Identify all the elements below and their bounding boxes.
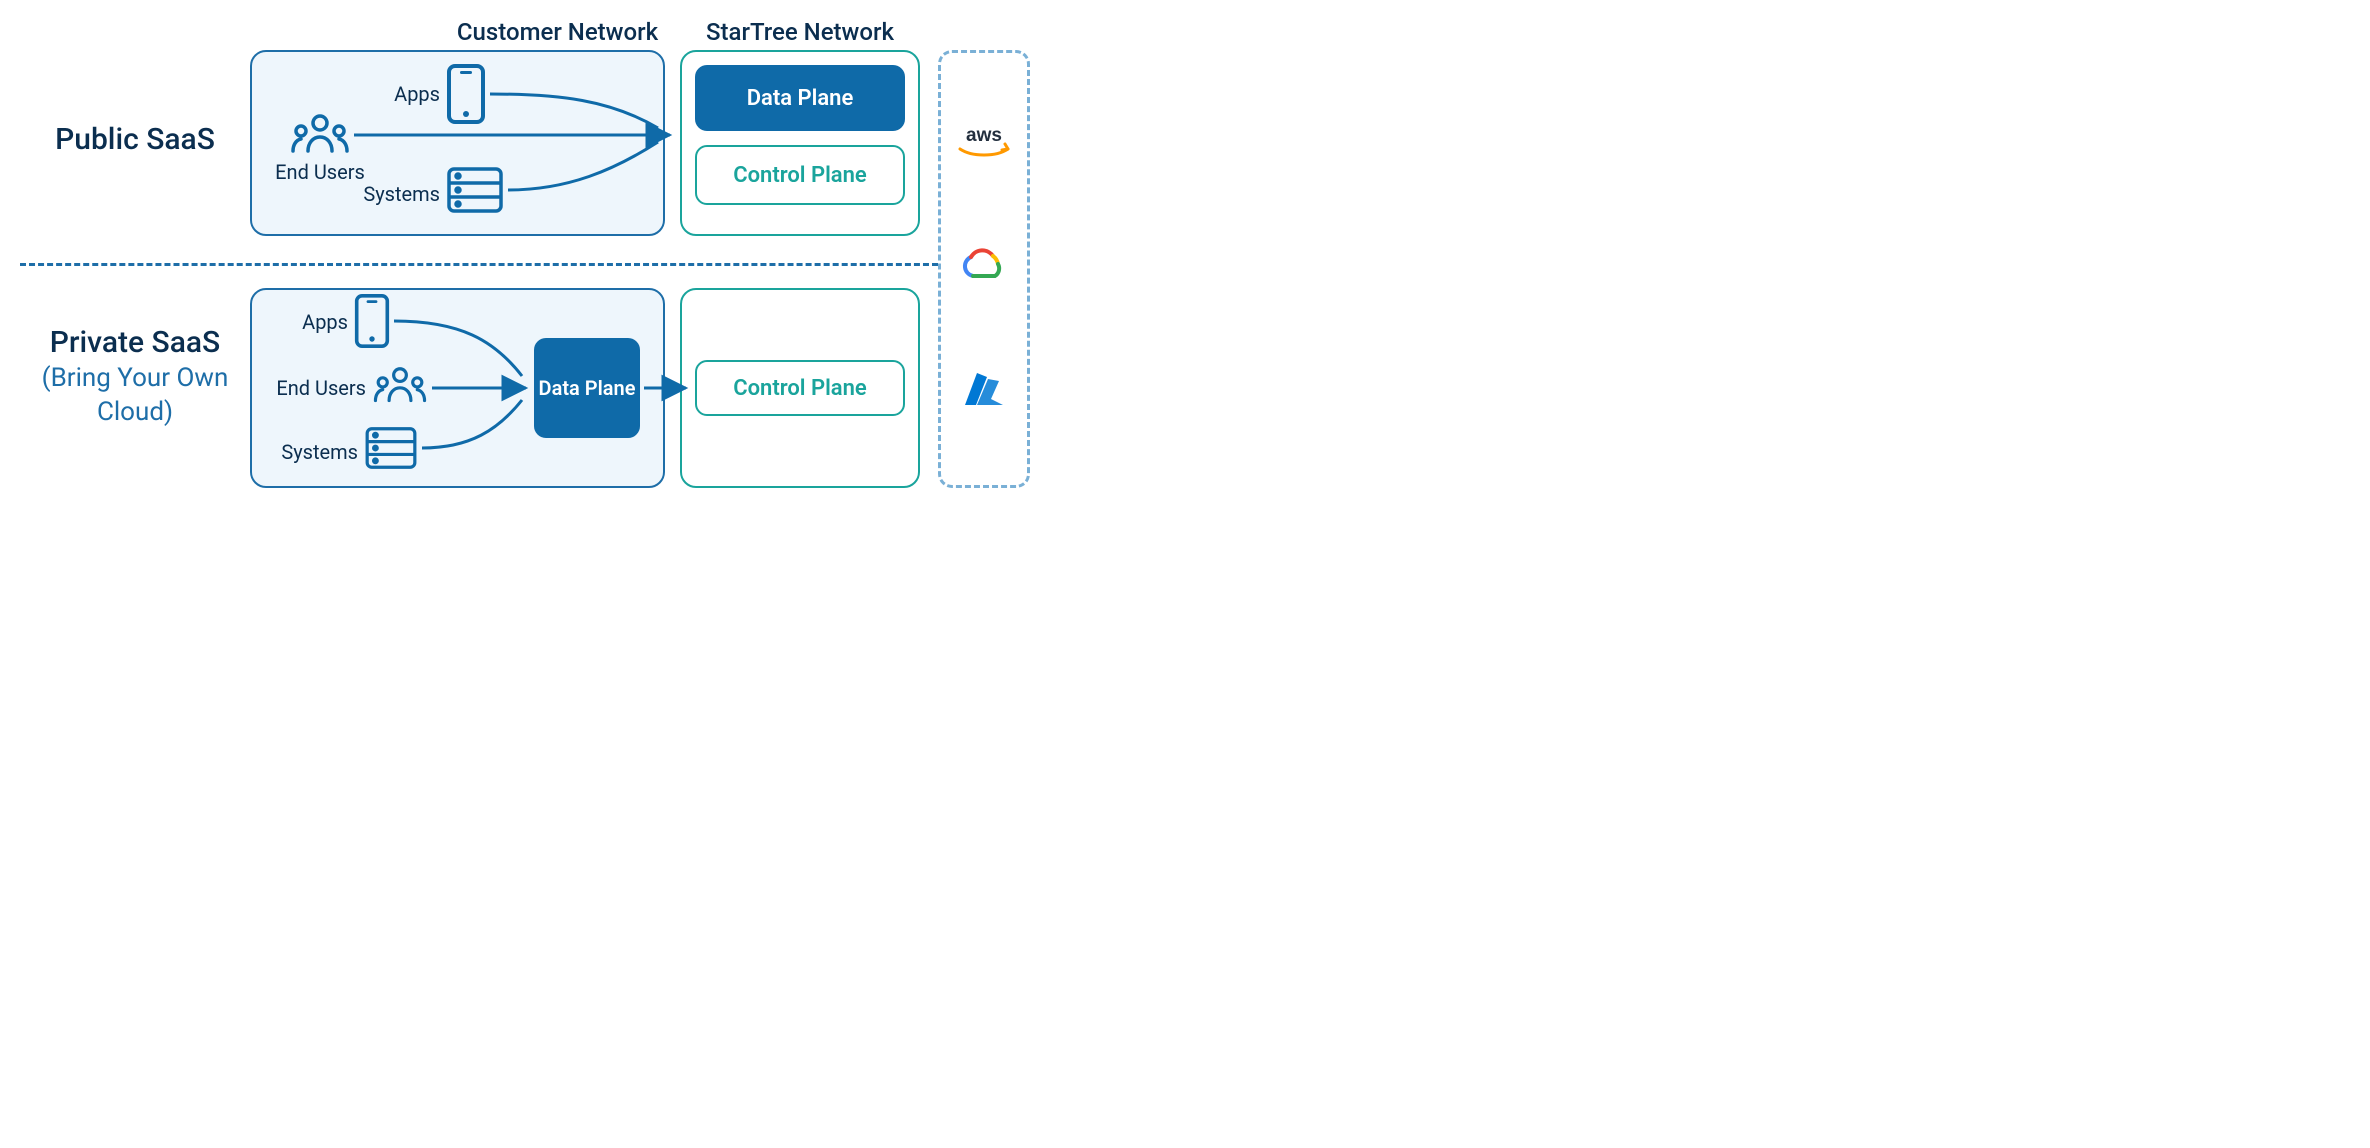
cloud-providers-column: aws [938,50,1030,488]
data-plane-label: Data Plane [747,86,854,111]
phone-icon [354,294,390,348]
server-icon [364,426,418,470]
row-label-public: Public SaaS [30,120,240,159]
data-plane-label-private: Data Plane [539,376,636,400]
apps-label-private: Apps [288,310,348,334]
row-label-private: Private SaaS (Bring Your Own Cloud) [20,323,250,430]
row-title-private: Private SaaS [50,325,220,360]
control-plane-label-private: Control Plane [733,376,867,401]
row-title-public: Public SaaS [55,122,215,157]
control-plane-public: Control Plane [695,145,905,205]
row-divider [20,263,938,266]
aws-icon: aws [952,123,1016,167]
row-subtitle-private: (Bring Your Own Cloud) [20,362,250,430]
data-plane-public: Data Plane [695,65,905,131]
end-users-label-public: End Users [270,160,370,184]
gcp-icon [959,246,1009,290]
diagram-canvas: Customer Network StarTree Network Public… [0,0,1580,765]
azure-icon [961,369,1007,415]
end-users-icon [372,366,428,406]
phone-icon [446,64,486,124]
header-startree: StarTree Network [680,18,920,46]
control-plane-label: Control Plane [733,163,867,188]
data-plane-private: Data Plane [534,338,640,438]
end-users-icon [290,113,350,157]
end-users-label-private: End Users [256,376,366,400]
svg-text:aws: aws [966,125,1002,146]
systems-label-private: Systems [270,440,358,464]
control-plane-private: Control Plane [695,360,905,416]
server-icon [446,166,504,214]
systems-label-public: Systems [352,182,440,206]
apps-label-public: Apps [380,82,440,106]
